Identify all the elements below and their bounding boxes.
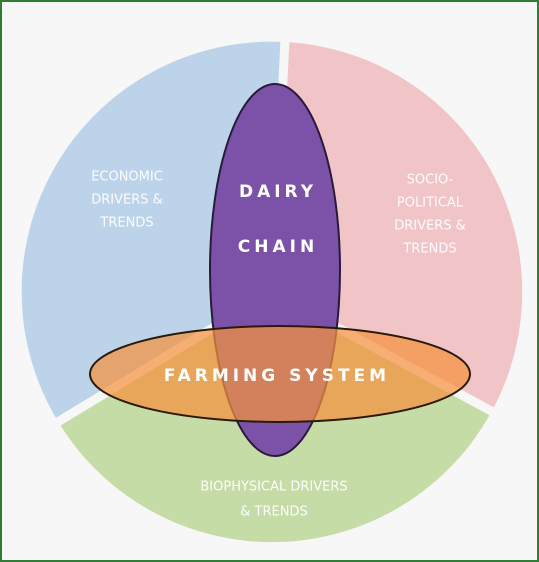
economic-label: DRIVERS & [91,193,163,208]
economic-sector [21,41,286,423]
sociopolitical-label: SOCIO- [407,173,454,188]
farming-system-ellipse [89,325,471,423]
sociopolitical-label: DRIVERS & [394,219,466,234]
economic-label: ECONOMIC [91,170,163,185]
biophysical-label: & TRENDS [240,505,307,520]
biophysical-label: BIOPHYSICAL DRIVERS [200,480,347,495]
sociopolitical-label: POLITICAL [397,196,464,211]
farming-system-label: FARMING SYSTEM [164,366,390,386]
dairy-chain-label: DAIRY [239,182,317,202]
dairy-chain-label: CHAIN [238,237,318,257]
sociopolitical-label: TRENDS [402,242,456,257]
economic-label: TRENDS [99,216,153,231]
